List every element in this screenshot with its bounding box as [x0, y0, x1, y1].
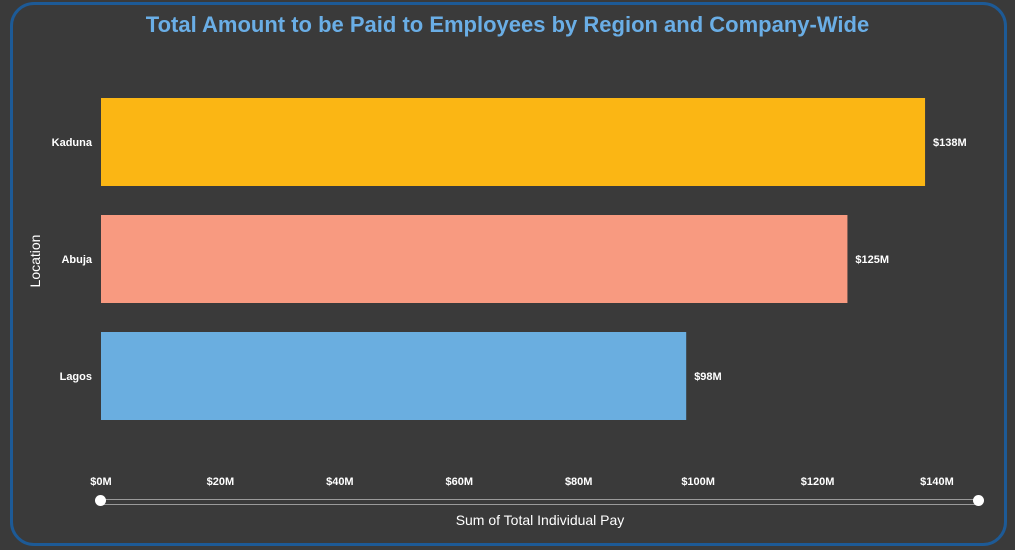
- bar-lagos: [101, 332, 687, 420]
- x-tick-label: $100M: [681, 476, 715, 488]
- x-axis-label: Sum of Total Individual Pay: [455, 512, 625, 528]
- bar-abuja: [101, 215, 848, 303]
- data-label-abuja: $125M: [855, 254, 889, 266]
- category-label-kaduna: Kaduna: [52, 137, 93, 149]
- zoom-slider-start-handle[interactable]: [95, 495, 106, 506]
- x-tick-label: $40M: [326, 476, 354, 488]
- category-label-lagos: Lagos: [60, 371, 92, 383]
- x-tick-label: $60M: [446, 476, 474, 488]
- zoom-slider-end-handle[interactable]: [973, 495, 984, 506]
- data-label-lagos: $98M: [694, 371, 722, 383]
- x-tick-label: $80M: [565, 476, 593, 488]
- zoom-slider-track[interactable]: [101, 499, 979, 505]
- x-tick-label: $140M: [920, 476, 954, 488]
- x-tick-label: $20M: [207, 476, 235, 488]
- bar-kaduna: [101, 98, 926, 186]
- data-label-kaduna: $138M: [933, 137, 967, 149]
- chart-title: Total Amount to be Paid to Employees by …: [145, 12, 870, 37]
- x-tick-label: $0M: [90, 476, 111, 488]
- x-tick-label: $120M: [801, 476, 835, 488]
- category-label-abuja: Abuja: [61, 254, 92, 266]
